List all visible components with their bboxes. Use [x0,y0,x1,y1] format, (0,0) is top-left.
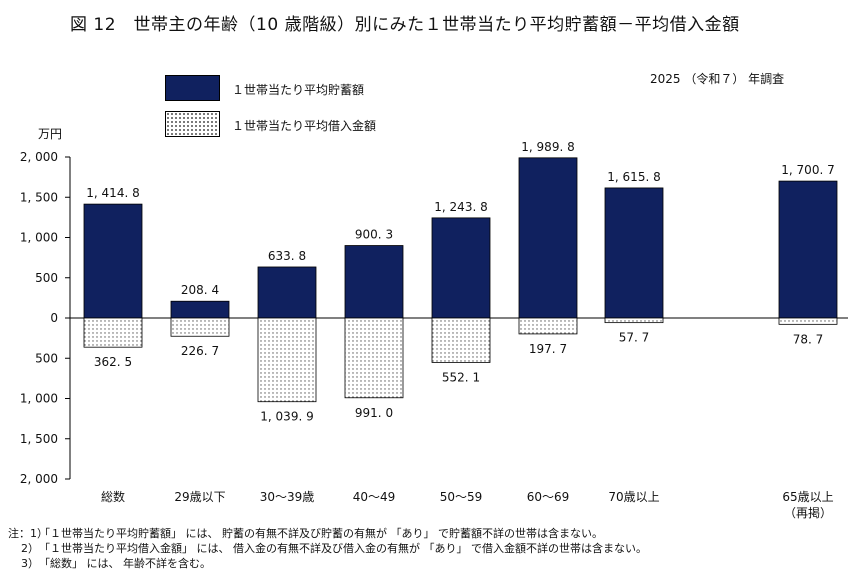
footnotes: 注：1）「１世帯当たり平均貯蓄額」 には、 貯蓄の有無不詳及び貯蓄の有無が 「あ… [8,526,647,571]
y-tick-label: 1, 000 [20,231,58,245]
savings-value-label: 900. 3 [355,228,393,242]
savings-value-label: 633. 8 [268,249,306,263]
debt-value-label: 197. 7 [529,342,567,356]
legend-label-savings: １世帯当たり平均貯蓄額 [232,83,365,97]
debt-bar [518,317,578,335]
bars [83,157,838,403]
debt-value-label: 1, 039. 9 [260,410,313,424]
savings-value-label: 1, 615. 8 [607,170,660,184]
x-tick-label: 40～49 [353,490,396,504]
x-tick-label: 30～39歳 [260,490,315,504]
savings-bar [170,300,230,319]
debt-value-label: 552. 1 [442,370,480,384]
savings-bar [518,157,578,319]
legend-label-debt: １世帯当たり平均借入金額 [232,119,377,133]
savings-bar [257,266,317,319]
y-tick-label: 1, 000 [20,392,58,406]
x-tick-label: 65歳以上 [782,490,833,504]
debt-bar [170,317,230,337]
debt-bar [83,317,143,348]
x-tick-sublabel: （再掲） [784,505,832,520]
savings-value-label: 1, 700. 7 [781,163,834,177]
debt-value-label: 57. 7 [619,331,650,345]
footnote-text: 「１世帯当たり平均貯蓄額」 には、 貯蓄の有無不詳及び貯蓄の有無が 「あり」 で… [39,527,603,540]
savings-bar [778,180,838,319]
x-tick-label: 29歳以下 [174,490,225,504]
chart-title: 図 12 世帯主の年齢（10 歳階級）別にみた１世帯当たり平均貯蓄額－平均借入金… [70,15,740,35]
y-tick-label: 1, 500 [20,190,58,204]
x-axis-labels: 総数 29歳以下 30～39歳 40～49 50～59 60～69 70歳以上 65歳以上（再… [101,489,834,520]
debt-bar [604,317,664,324]
footnote-text: 「１世帯当たり平均借入金額」 には、 借入金の有無不詳及び借入金の有無が 「あり… [39,542,647,555]
savings-bar [431,217,491,319]
debt-value-label: 362. 5 [94,355,132,369]
legend-swatch-savings [165,75,220,101]
footnote-3: 3）「総数」 には、 年齢不詳を含む。 [8,556,647,571]
debt-value-label: 226. 7 [181,344,219,358]
y-tick-label: 1, 500 [20,432,58,446]
debt-value-label: 991. 0 [355,406,393,420]
footnote-prefix: 注：1） [8,527,48,540]
y-tick-label: 2, 000 [20,150,58,164]
footnote-2: 2）「１世帯当たり平均借入金額」 には、 借入金の有無不詳及び借入金の有無が 「… [8,541,647,556]
data-labels: 1, 414. 8 362. 5 208. 4 226. 7 633. 8 1, 039.… [86,140,834,424]
footnote-text: 「総数」 には、 年齢不詳を含む。 [39,557,211,570]
survey-year-label: 2025 （令和７） 年調査 [650,72,785,86]
debt-value-label: 78. 7 [793,332,824,346]
savings-bar [344,245,404,319]
x-tick-label: 50～59 [440,490,483,504]
savings-value-label: 1, 989. 8 [521,140,574,154]
debt-bar [778,317,838,325]
y-axis-unit-label: 万円 [38,127,63,141]
debt-bar [344,317,404,399]
savings-bar [604,187,664,319]
footnote-1: 注：1）「１世帯当たり平均貯蓄額」 には、 貯蓄の有無不詳及び貯蓄の有無が 「あ… [8,526,647,541]
debt-bar [257,317,317,403]
savings-value-label: 1, 243. 8 [434,200,487,214]
y-tick-label: 0 [50,311,58,325]
x-tick-label: 70歳以上 [608,490,659,504]
savings-value-label: 208. 4 [181,283,219,297]
x-tick-label: 60～69 [527,490,570,504]
footnote-prefix: 3） [21,557,39,570]
footnote-prefix: 2） [21,542,39,555]
y-tick-label: 500 [35,271,58,285]
savings-value-label: 1, 414. 8 [86,186,139,200]
x-tick-label: 総数 [101,489,125,504]
y-tick-label: 2, 000 [20,472,58,486]
savings-bar [83,203,143,319]
legend-swatch-debt [165,111,220,137]
y-tick-label: 500 [35,351,58,365]
debt-bar [431,317,491,363]
